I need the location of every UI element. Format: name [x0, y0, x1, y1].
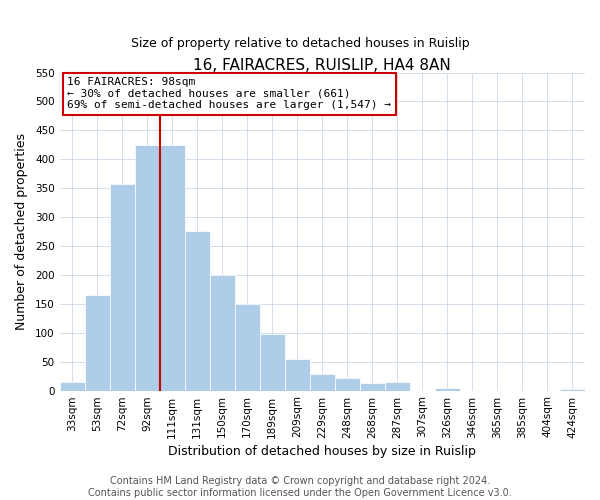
Bar — [85, 295, 110, 390]
Bar — [209, 275, 235, 390]
Bar — [285, 359, 310, 390]
Bar — [385, 382, 410, 390]
Bar — [185, 231, 209, 390]
Bar — [560, 389, 585, 390]
Bar — [260, 334, 285, 390]
Bar — [335, 378, 360, 390]
Bar — [435, 388, 460, 390]
Bar — [134, 145, 160, 390]
Title: 16, FAIRACRES, RUISLIP, HA4 8AN: 16, FAIRACRES, RUISLIP, HA4 8AN — [193, 58, 451, 72]
Bar — [160, 145, 185, 390]
Bar — [110, 184, 134, 390]
Bar — [310, 374, 335, 390]
Bar — [235, 304, 260, 390]
Y-axis label: Number of detached properties: Number of detached properties — [15, 133, 28, 330]
Bar — [360, 383, 385, 390]
X-axis label: Distribution of detached houses by size in Ruislip: Distribution of detached houses by size … — [169, 444, 476, 458]
Text: Contains HM Land Registry data © Crown copyright and database right 2024.
Contai: Contains HM Land Registry data © Crown c… — [88, 476, 512, 498]
Text: 16 FAIRACRES: 98sqm
← 30% of detached houses are smaller (661)
69% of semi-detac: 16 FAIRACRES: 98sqm ← 30% of detached ho… — [67, 78, 391, 110]
Text: Size of property relative to detached houses in Ruislip: Size of property relative to detached ho… — [131, 38, 469, 51]
Bar — [59, 382, 85, 390]
